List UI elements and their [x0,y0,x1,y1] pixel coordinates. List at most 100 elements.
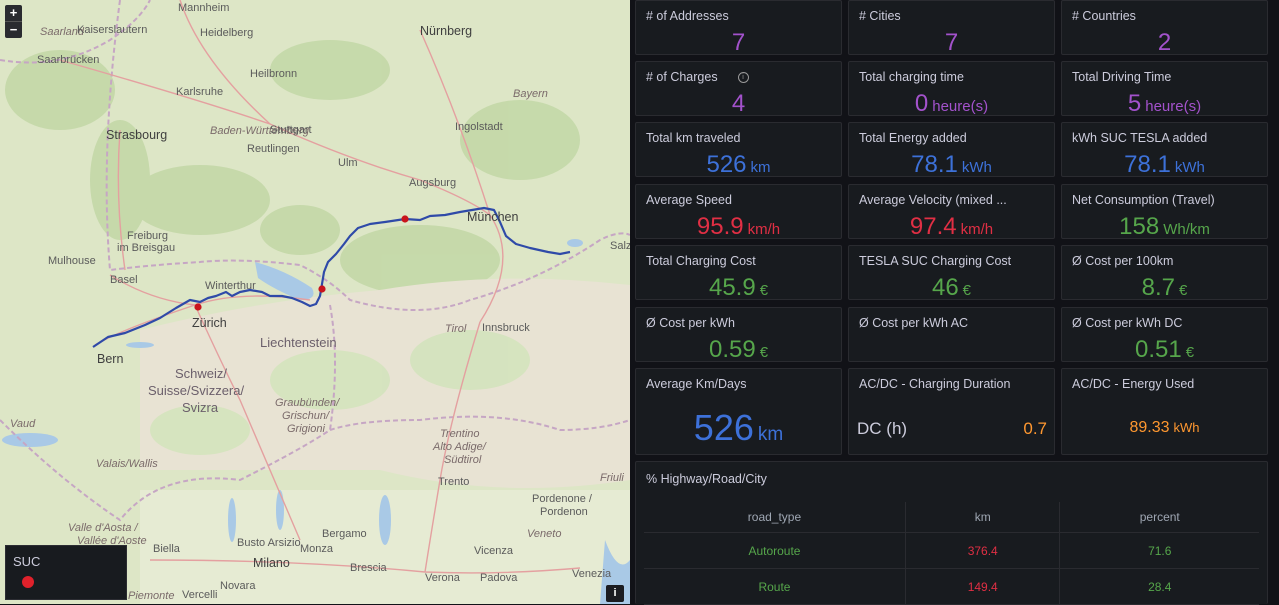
panel-value-wrap: 89.33 kWh [1062,419,1267,437]
panel-unit: kWh [1173,420,1200,435]
stat-panel[interactable]: Total km traveled 526 km [635,122,842,178]
panel-title: # Cities [859,9,901,23]
panel-value-wrap: 45.9 € [636,274,841,302]
panel-average-km-days[interactable]: Average Km/Days 526 km [635,368,842,455]
map-label: Vallée d'Aoste [77,535,147,547]
panel-title: AC/DC - Energy Used [1072,377,1195,391]
zoom-in-button[interactable]: + [9,5,18,20]
panel-title-text: # Cities [859,9,901,23]
map-label: Verona [425,572,460,584]
panel-value: 97.4 [909,213,957,240]
panel-title: Ø Cost per kWh DC [1072,316,1182,330]
stat-panel[interactable]: Total Charging Cost 45.9 € [635,245,842,302]
map-label: Augsburg [409,177,457,189]
panel-value: 5 [1127,90,1142,117]
stat-panel[interactable]: Total Energy added 78.1 kWh [848,122,1055,178]
panel-unit: kWh [1174,159,1205,176]
stat-panel[interactable]: Net Consumption (Travel) 158 Wh/km [1061,184,1268,241]
map-panel[interactable]: Mannheim Saarland Kaiserslautern Heidelberg… [0,0,630,604]
map-label: Mulhouse [48,255,96,267]
panel-value: 7 [731,29,746,56]
stat-panel[interactable]: Total charging time 0 heure(s) [848,61,1055,118]
stat-panel[interactable]: Ø Cost per 100km 8.7 € [1061,245,1268,302]
panel-value-wrap: 95.9 km/h [636,213,841,241]
panel-value-wrap: 158 Wh/km [1062,213,1267,241]
stat-panel[interactable]: # of Charges i 4 [635,61,842,118]
map-label: Valais/Wallis [96,458,158,470]
stat-panel[interactable]: # Cities 7 [848,0,1055,57]
info-icon[interactable]: i [737,72,749,84]
panel-title: Total km traveled [646,131,740,145]
map-label: Piemonte [128,590,175,602]
panel-title: Average Speed [646,193,732,207]
road-type-table: road_type km percent Autoroute 376.4 71.… [644,502,1259,605]
panel-title-text: # of Charges [646,70,718,84]
panel-title: AC/DC - Charging Duration [859,377,1011,391]
map-label: Saarbrücken [37,54,100,66]
column-header-percent[interactable]: percent [1059,502,1259,533]
column-header-km[interactable]: km [904,502,1060,533]
panel-value-wrap: 8.7 € [1062,274,1267,302]
map-label: Liechtenstein [260,335,337,350]
panel-title: # of Addresses [646,9,729,23]
zoom-out-button[interactable]: − [5,21,22,38]
panel-value: 0.59 [708,336,756,363]
zoom-control[interactable]: + − [5,5,22,38]
stat-panel[interactable]: kWh SUC TESLA added 78.1 kWh [1061,122,1268,179]
attribution-button[interactable]: i [606,585,624,602]
map-label: Ingolstadt [455,121,503,133]
panel-value-wrap: 0 heure(s) [849,90,1054,118]
panel-title: Net Consumption (Travel) [1072,193,1215,207]
panel-title: Total Charging Cost [646,254,756,268]
panel-value-wrap: 4 [636,90,841,118]
suc-markers[interactable] [194,215,409,311]
panel-value: 8.7 [1141,274,1176,301]
map-label: Monza [300,543,334,555]
suc-marker-zurich [194,303,202,311]
duration-value: 0.7 [1023,419,1047,438]
map-label: München [467,210,519,224]
panel-title: Total Driving Time [1072,70,1171,84]
panel-value-wrap: 7 [849,29,1054,57]
stat-panel[interactable]: Average Speed 95.9 km/h [635,184,842,241]
panel-value: 526 [693,407,754,448]
stat-panel[interactable]: Ø Cost per kWh DC 0.51 € [1061,307,1268,363]
panel-value: 0.51 [1134,336,1182,363]
panel-charging-duration[interactable]: AC/DC - Charging Duration DC (h) 0.7 [848,368,1055,455]
forest-areas [5,40,580,295]
stat-panel[interactable]: Total Driving Time 5 heure(s) [1061,61,1268,118]
stat-panel[interactable]: TESLA SUC Charging Cost 46 € [848,245,1055,301]
map-label: Milano [253,556,290,570]
panel-title-text: # of Addresses [646,9,729,23]
panel-value: 46 [931,274,959,301]
travel-route[interactable] [92,206,571,348]
panel-value-wrap: 78.1 kWh [1062,151,1267,179]
stat-panel[interactable]: # Countries 2 [1061,0,1268,56]
map-label: Vaud [10,418,36,430]
map-label: Alto Adige/ [433,441,486,453]
stat-panel[interactable]: Average Velocity (mixed ... 97.4 km/h [848,184,1055,240]
panel-value-wrap: 5 heure(s) [1062,90,1267,118]
panel-title: # Countries [1072,9,1136,23]
column-header-road-type[interactable]: road_type [644,502,906,533]
stat-panel[interactable]: # of Addresses 7 [635,0,842,56]
map-label: Trento [438,476,470,488]
panel-energy-used[interactable]: AC/DC - Energy Used 89.33 kWh [1061,368,1268,455]
cell-percent: 28.4 [1059,568,1259,605]
panel-title-text: Average Speed [646,193,732,207]
map-label: Grigioni [287,423,325,435]
panel-value: 89.33 [1129,419,1170,436]
stat-panel[interactable]: Ø Cost per kWh 0.59 € [635,307,842,363]
panel-title-text: TESLA SUC Charging Cost [859,254,1012,268]
map-canvas[interactable] [0,0,630,604]
panel-value: 45.9 [708,274,756,301]
map-label: Heidelberg [200,27,254,39]
panel-title-text: Total Energy added [859,131,967,145]
stat-panel[interactable]: Ø Cost per kWh AC [848,307,1055,362]
map-label: Suisse/Svizzera/ [148,383,245,398]
panel-road-type-table[interactable]: % Highway/Road/City road_type km percent… [635,461,1268,605]
panel-title: Average Km/Days [646,377,747,391]
panel-title-text: Ø Cost per 100km [1072,254,1174,268]
table-row: Route 149.4 28.4 [644,568,1259,605]
panel-unit: heure(s) [1145,98,1202,115]
